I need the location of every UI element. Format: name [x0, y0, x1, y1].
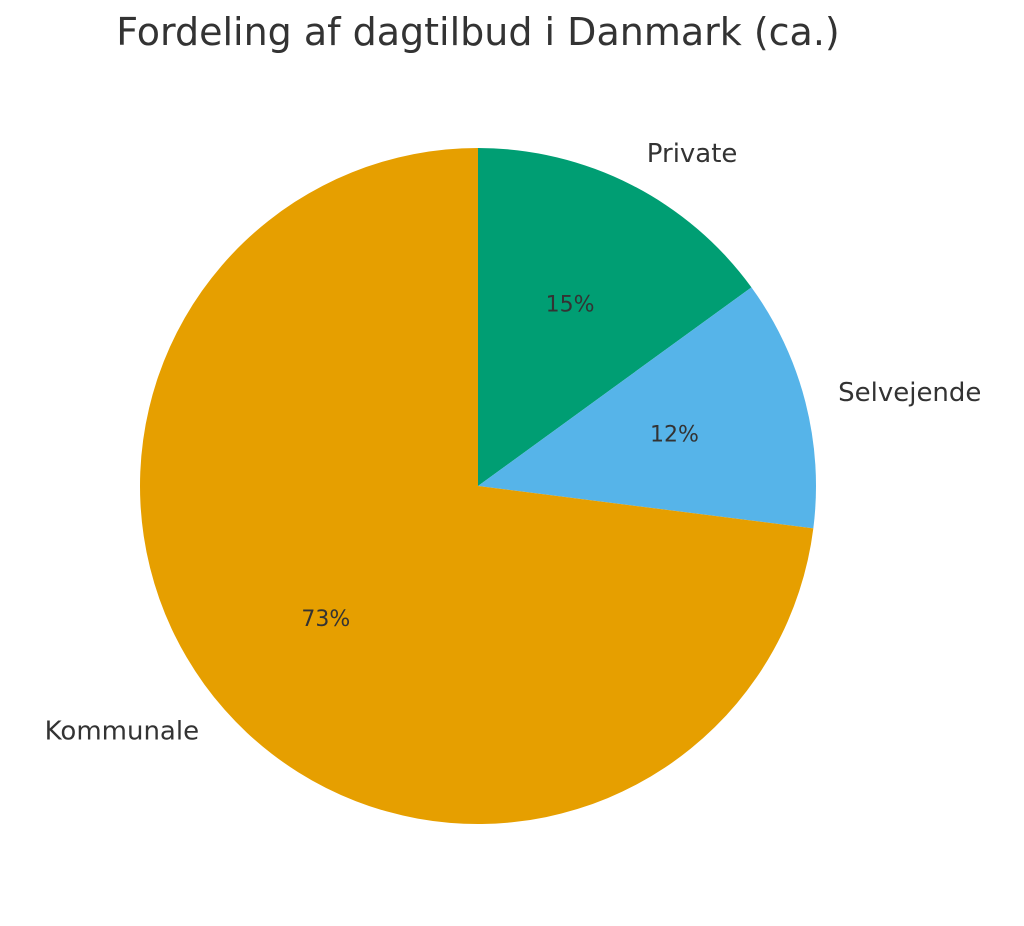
pie-slice-kommunale — [140, 148, 814, 824]
pie-slice-private — [478, 148, 752, 486]
slice-label-selvejende: Selvejende — [838, 378, 981, 408]
slice-label-private: Private — [647, 139, 738, 169]
labels-layer: Private 15% Selvejende 12% Kommunale 73% — [45, 139, 982, 746]
pie-slice-selvejende — [478, 287, 817, 529]
slice-label-kommunale: Kommunale — [45, 716, 199, 746]
slice-pct-selvejende: 12% — [650, 423, 699, 448]
slice-pct-private: 15% — [546, 292, 595, 317]
chart-title: Fordeling af dagtilbud i Danmark (ca.) — [116, 10, 840, 54]
slices-layer — [140, 148, 817, 824]
slice-pct-kommunale: 73% — [301, 607, 350, 632]
